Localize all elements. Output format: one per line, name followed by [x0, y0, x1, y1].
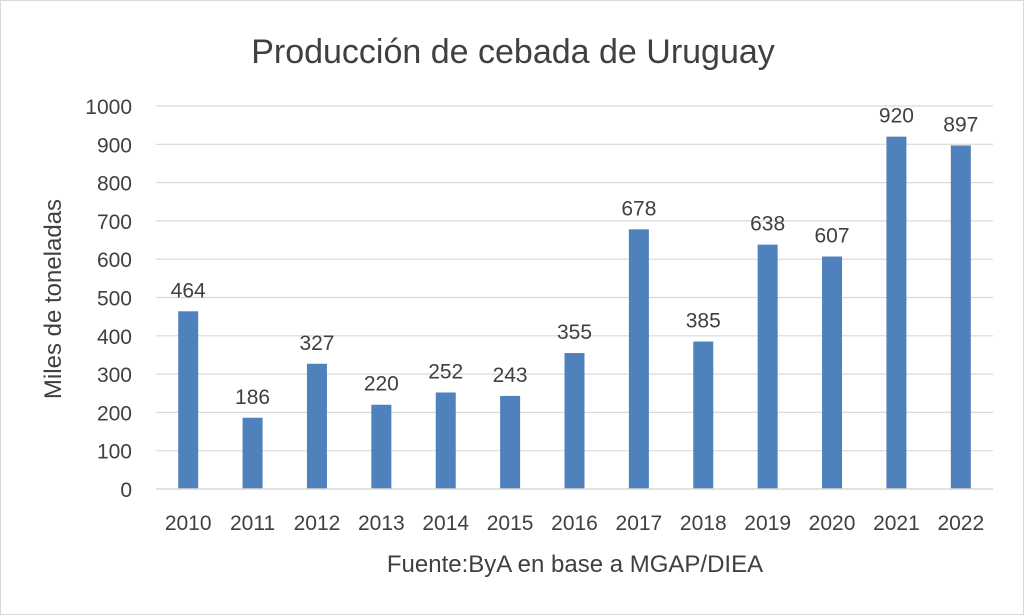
- data-label-2019: 638: [750, 213, 785, 236]
- y-axis-label: Miles de toneladas: [40, 199, 67, 399]
- x-tick-label: 2010: [165, 512, 212, 535]
- y-tick-label: 100: [97, 441, 132, 464]
- y-tick-label: 700: [97, 211, 132, 234]
- x-tick-label: 2021: [873, 512, 920, 535]
- bar-2011: [242, 417, 263, 489]
- data-label-2016: 355: [557, 321, 592, 344]
- x-tick-label: 2011: [230, 512, 275, 535]
- x-tick-label: 2014: [422, 512, 469, 535]
- y-tick-label: 800: [97, 173, 132, 196]
- bars: 464 186 327 220 252 243 355 678 385 638 607 920 897: [171, 105, 978, 490]
- x-tick-label: 2016: [551, 512, 598, 535]
- x-tick-label: 2019: [744, 512, 791, 535]
- bar-2014: [435, 392, 456, 489]
- bar-2020: [822, 256, 843, 489]
- bar-2018: [693, 341, 714, 489]
- x-tick-label: 2017: [616, 512, 663, 535]
- y-tick-label: 900: [97, 134, 132, 157]
- data-label-2017: 678: [621, 197, 656, 220]
- bar-2013: [371, 404, 392, 489]
- y-tick-label: 600: [97, 249, 132, 272]
- x-axis-ticks: 2010 2011 2012 2013 2014 2015 2016 2017 2018 2019…: [165, 512, 984, 535]
- data-label-2015: 243: [493, 364, 528, 387]
- bar-2012: [306, 363, 327, 489]
- data-label-2018: 385: [686, 310, 721, 333]
- data-label-2013: 220: [364, 373, 399, 396]
- data-label-2012: 327: [299, 332, 334, 355]
- bar-2017: [628, 229, 649, 490]
- bar-2016: [564, 353, 585, 489]
- bar-2021: [886, 136, 907, 489]
- x-tick-label: 2020: [809, 512, 856, 535]
- y-tick-label: 300: [97, 364, 132, 387]
- y-tick-label: 500: [97, 288, 132, 311]
- data-label-2021: 920: [879, 105, 914, 128]
- y-tick-label: 0: [120, 479, 132, 502]
- data-label-2011: 186: [235, 386, 270, 409]
- bar-2010: [178, 311, 199, 489]
- y-tick-label: 1000: [85, 96, 132, 119]
- y-tick-label: 400: [97, 326, 132, 349]
- data-label-2020: 607: [815, 225, 850, 248]
- x-tick-label: 2013: [358, 512, 405, 535]
- x-tick-label: 2018: [680, 512, 727, 535]
- x-tick-label: 2012: [294, 512, 341, 535]
- bar-2015: [500, 395, 521, 489]
- bar-2022: [950, 145, 971, 489]
- data-label-2022: 897: [943, 113, 978, 136]
- x-axis-label: Fuente:ByA en base a MGAP/DIEA: [387, 551, 763, 578]
- bar-2019: [757, 244, 778, 489]
- data-label-2010: 464: [171, 279, 206, 302]
- gridlines: [156, 105, 993, 452]
- chart-title: Producción de cebada de Uruguay: [251, 33, 775, 71]
- x-tick-label: 2015: [487, 512, 534, 535]
- y-axis-ticks: 0 100 200 300 400 500 600 700 800 900 1000: [85, 96, 132, 502]
- y-tick-label: 200: [97, 402, 132, 425]
- x-tick-label: 2022: [937, 512, 984, 535]
- data-label-2014: 252: [428, 360, 463, 383]
